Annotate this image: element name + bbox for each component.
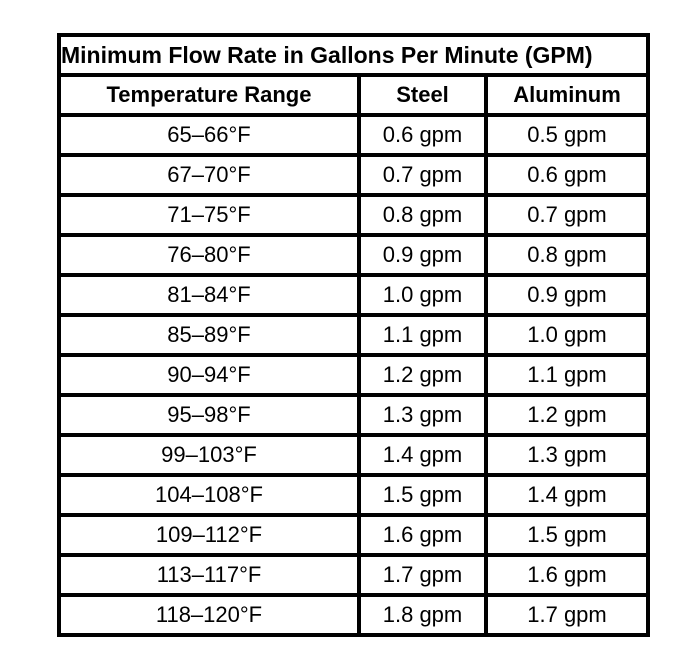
steel-value-cell: 0.7 gpm (357, 153, 488, 197)
table-row: 76–80°F 0.9 gpm 0.8 gpm (57, 233, 650, 277)
temperature-range-cell: 109–112°F (57, 513, 361, 557)
aluminum-value-cell: 1.3 gpm (484, 433, 650, 477)
table-row: 67–70°F 0.7 gpm 0.6 gpm (57, 153, 650, 197)
column-header-temperature-range: Temperature Range (57, 73, 361, 117)
temperature-range-cell: 85–89°F (57, 313, 361, 357)
column-header-steel: Steel (357, 73, 488, 117)
flow-rate-table-body: 65–66°F 0.6 gpm 0.5 gpm 67–70°F 0.7 gpm 0.6 g… (57, 113, 650, 637)
table-row: 85–89°F 1.1 gpm 1.0 gpm (57, 313, 650, 357)
steel-value-cell: 1.8 gpm (357, 593, 488, 637)
aluminum-value-cell: 1.0 gpm (484, 313, 650, 357)
steel-value-cell: 1.5 gpm (357, 473, 488, 517)
temperature-range-cell: 99–103°F (57, 433, 361, 477)
table-row: 113–117°F 1.7 gpm 1.6 gpm (57, 553, 650, 597)
aluminum-value-cell: 1.2 gpm (484, 393, 650, 437)
aluminum-value-cell: 0.5 gpm (484, 113, 650, 157)
aluminum-value-cell: 1.6 gpm (484, 553, 650, 597)
table-row: 65–66°F 0.6 gpm 0.5 gpm (57, 113, 650, 157)
aluminum-value-cell: 0.8 gpm (484, 233, 650, 277)
aluminum-value-cell: 0.6 gpm (484, 153, 650, 197)
temperature-range-cell: 104–108°F (57, 473, 361, 517)
table-row: 118–120°F 1.8 gpm 1.7 gpm (57, 593, 650, 637)
temperature-range-cell: 95–98°F (57, 393, 361, 437)
steel-value-cell: 1.2 gpm (357, 353, 488, 397)
steel-value-cell: 1.1 gpm (357, 313, 488, 357)
table-row: 90–94°F 1.2 gpm 1.1 gpm (57, 353, 650, 397)
table-row: 81–84°F 1.0 gpm 0.9 gpm (57, 273, 650, 317)
steel-value-cell: 1.7 gpm (357, 553, 488, 597)
temperature-range-cell: 90–94°F (57, 353, 361, 397)
steel-value-cell: 1.6 gpm (357, 513, 488, 557)
aluminum-value-cell: 0.7 gpm (484, 193, 650, 237)
aluminum-value-cell: 1.7 gpm (484, 593, 650, 637)
temperature-range-cell: 81–84°F (57, 273, 361, 317)
steel-value-cell: 1.4 gpm (357, 433, 488, 477)
steel-value-cell: 0.9 gpm (357, 233, 488, 277)
temperature-range-cell: 65–66°F (57, 113, 361, 157)
temperature-range-cell: 67–70°F (57, 153, 361, 197)
flow-rate-table-container: Minimum Flow Rate in Gallons Per Minute … (57, 33, 650, 637)
temperature-range-cell: 118–120°F (57, 593, 361, 637)
aluminum-value-cell: 1.4 gpm (484, 473, 650, 517)
aluminum-value-cell: 1.5 gpm (484, 513, 650, 557)
table-row: 104–108°F 1.5 gpm 1.4 gpm (57, 473, 650, 517)
steel-value-cell: 0.6 gpm (357, 113, 488, 157)
aluminum-value-cell: 1.1 gpm (484, 353, 650, 397)
temperature-range-cell: 76–80°F (57, 233, 361, 277)
table-header-row: Temperature Range Steel Aluminum (57, 73, 650, 117)
steel-value-cell: 1.3 gpm (357, 393, 488, 437)
aluminum-value-cell: 0.9 gpm (484, 273, 650, 317)
table-row: 95–98°F 1.3 gpm 1.2 gpm (57, 393, 650, 437)
temperature-range-cell: 113–117°F (57, 553, 361, 597)
table-title: Minimum Flow Rate in Gallons Per Minute … (57, 33, 650, 77)
temperature-range-cell: 71–75°F (57, 193, 361, 237)
table-row: 109–112°F 1.6 gpm 1.5 gpm (57, 513, 650, 557)
minimum-flow-rate-table: Minimum Flow Rate in Gallons Per Minute … (57, 33, 650, 637)
table-title-row: Minimum Flow Rate in Gallons Per Minute … (57, 33, 650, 77)
table-row: 71–75°F 0.8 gpm 0.7 gpm (57, 193, 650, 237)
table-row: 99–103°F 1.4 gpm 1.3 gpm (57, 433, 650, 477)
steel-value-cell: 0.8 gpm (357, 193, 488, 237)
steel-value-cell: 1.0 gpm (357, 273, 488, 317)
column-header-aluminum: Aluminum (484, 73, 650, 117)
